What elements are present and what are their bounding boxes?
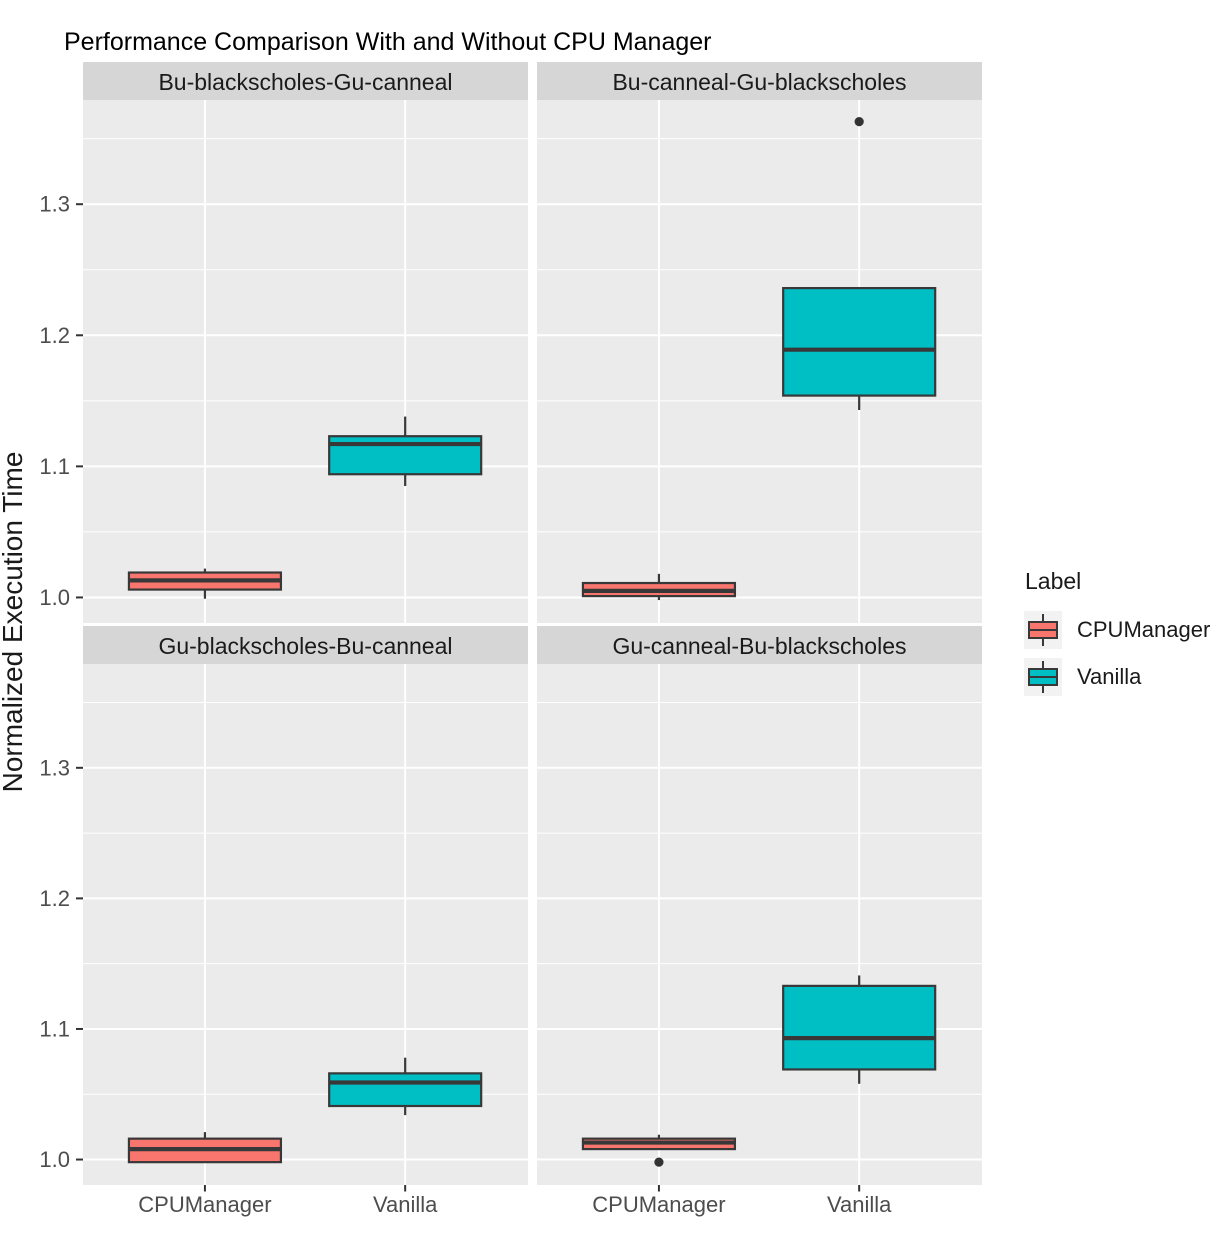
x-tick-label: Vanilla — [827, 1192, 892, 1217]
facet-strip — [83, 62, 528, 100]
y-tick-label: 1.3 — [39, 192, 70, 217]
facet-strip-label: Gu-canneal-Bu-blackscholes — [612, 633, 906, 659]
facet-strip — [537, 626, 982, 664]
facet-strip — [537, 62, 982, 100]
box-vanilla — [782, 286, 937, 397]
legend: Label CPUManager Vanilla — [1024, 568, 1210, 705]
y-axis-title: Normalized Execution Time — [0, 452, 28, 793]
legend-title: Label — [1025, 568, 1082, 594]
x-tick-label: CPUManager — [592, 1192, 725, 1217]
facet-strip-label: Gu-blackscholes-Bu-canneal — [158, 633, 452, 659]
y-tick-label: 1.2 — [39, 323, 70, 348]
outlier-point — [654, 1157, 664, 1167]
facet-strip — [83, 626, 528, 664]
box-vanilla — [328, 435, 483, 476]
legend-entry-cpumanager: CPUManager — [1024, 611, 1210, 649]
outlier-point — [854, 117, 864, 127]
x-tick-label: CPUManager — [138, 1192, 271, 1217]
y-tick-label: 1.0 — [39, 585, 70, 610]
facet-panel — [537, 664, 982, 1185]
boxplot-key-icon-cpumanager — [1024, 611, 1062, 649]
facet-panel — [83, 100, 528, 623]
facet-strip-label: Bu-blackscholes-Gu-canneal — [158, 69, 452, 95]
y-tick-label: 1.0 — [39, 1147, 70, 1172]
legend-entry-label: Vanilla — [1077, 664, 1142, 689]
y-tick-label: 1.2 — [39, 886, 70, 911]
box-vanilla — [782, 984, 937, 1071]
legend-entry-vanilla: Vanilla — [1024, 658, 1210, 696]
legend-entry-label: CPUManager — [1077, 617, 1211, 642]
y-tick-label: 1.1 — [39, 454, 70, 479]
boxplot-key-icon-vanilla — [1024, 658, 1062, 696]
chart-title: Performance Comparison With and Without … — [64, 28, 712, 56]
x-tick-label: Vanilla — [373, 1192, 438, 1217]
facet-strip-label: Bu-canneal-Gu-blackscholes — [612, 69, 906, 95]
box-vanilla — [328, 1072, 483, 1108]
y-tick-label: 1.1 — [39, 1016, 70, 1041]
y-tick-label: 1.3 — [39, 755, 70, 780]
